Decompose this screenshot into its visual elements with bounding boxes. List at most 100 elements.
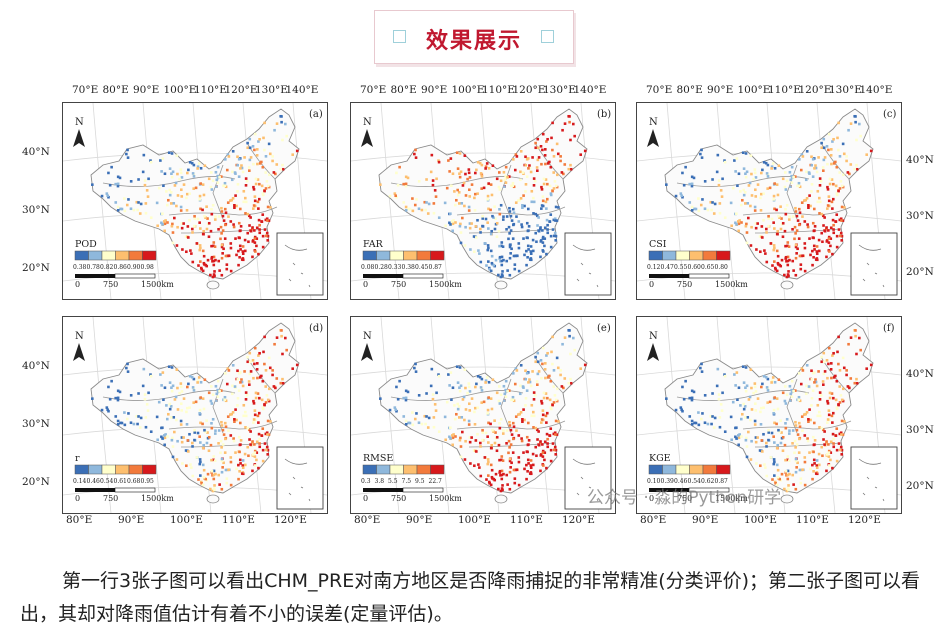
station-point xyxy=(251,226,254,229)
station-point xyxy=(813,167,816,170)
station-point xyxy=(204,263,208,267)
station-point xyxy=(788,170,792,174)
station-point xyxy=(508,245,512,249)
station-point xyxy=(478,375,482,379)
station-point xyxy=(806,439,810,443)
station-point xyxy=(166,435,169,438)
station-point xyxy=(106,408,109,412)
station-point xyxy=(514,468,517,472)
region-boundary xyxy=(168,206,278,216)
station-point xyxy=(468,195,472,198)
station-point xyxy=(749,244,753,247)
station-point xyxy=(827,413,831,417)
station-point xyxy=(236,404,239,407)
station-point xyxy=(744,175,748,179)
station-point xyxy=(456,167,460,170)
legend-label: 0.46 xyxy=(87,478,101,485)
station-point xyxy=(838,448,842,452)
station-point xyxy=(507,175,511,178)
station-point xyxy=(229,199,232,202)
station-point xyxy=(255,237,259,240)
station-point xyxy=(498,208,501,211)
station-point xyxy=(417,421,421,425)
station-point xyxy=(495,177,499,181)
station-point xyxy=(869,363,873,367)
station-point xyxy=(423,200,427,204)
station-point xyxy=(826,207,829,210)
station-point xyxy=(198,198,201,201)
station-point xyxy=(785,179,789,183)
station-point xyxy=(682,397,686,401)
scale-label: 750 xyxy=(391,494,406,503)
station-point xyxy=(512,399,516,403)
station-point xyxy=(742,402,745,406)
station-point xyxy=(490,254,494,258)
station-point xyxy=(449,223,452,226)
station-point xyxy=(165,417,169,421)
station-point xyxy=(703,421,707,425)
station-point xyxy=(468,402,471,406)
station-point xyxy=(508,243,512,247)
station-point xyxy=(563,377,567,380)
station-point xyxy=(248,360,252,364)
lon-tick: 100°E xyxy=(458,514,491,526)
legend-label: 0.68 xyxy=(127,478,141,485)
station-point xyxy=(829,226,833,230)
station-point xyxy=(838,401,842,404)
station-point xyxy=(171,222,174,226)
station-point xyxy=(503,392,507,396)
lat-tick: 20°N xyxy=(906,266,934,278)
station-point xyxy=(548,434,552,437)
station-point xyxy=(739,203,743,207)
station-point xyxy=(445,186,449,190)
station-point xyxy=(254,250,257,253)
station-point xyxy=(831,207,834,210)
station-point xyxy=(219,389,223,392)
station-point xyxy=(772,248,776,252)
station-point xyxy=(423,414,427,418)
station-point xyxy=(690,184,694,188)
station-point xyxy=(179,419,183,423)
station-point xyxy=(212,458,215,462)
station-point xyxy=(497,185,501,189)
station-point xyxy=(480,389,484,392)
station-point xyxy=(252,399,255,403)
station-point xyxy=(854,329,857,332)
station-point xyxy=(260,374,263,378)
map-panel-b: N (b) FAR 0.08 0.28 0.33 0.38 0.45 0.87 0 750 1500k… xyxy=(350,102,616,300)
scale-label: 750 xyxy=(103,280,118,289)
station-point xyxy=(758,235,762,238)
station-point xyxy=(534,426,538,430)
station-point xyxy=(543,148,547,151)
station-point xyxy=(508,487,512,491)
station-point xyxy=(525,435,529,439)
station-point xyxy=(815,245,819,248)
station-point xyxy=(170,175,174,179)
station-point xyxy=(229,483,233,487)
station-point xyxy=(795,229,799,232)
station-point xyxy=(744,386,747,390)
station-point xyxy=(525,175,529,178)
station-point xyxy=(780,472,784,476)
station-point xyxy=(193,214,196,218)
station-point xyxy=(240,164,243,167)
station-point xyxy=(494,472,498,476)
station-point xyxy=(275,336,279,339)
station-point xyxy=(820,141,823,145)
station-point xyxy=(697,411,700,414)
station-point xyxy=(520,439,524,443)
station-point xyxy=(459,384,463,388)
station-point xyxy=(223,207,227,211)
station-point xyxy=(803,434,807,437)
station-point xyxy=(809,253,812,257)
north-arrow-icon xyxy=(647,129,659,147)
station-point xyxy=(379,397,382,400)
station-point xyxy=(450,398,453,402)
station-point xyxy=(218,269,221,272)
station-point xyxy=(211,417,215,421)
station-point xyxy=(463,368,467,371)
lon-tick: 120°E xyxy=(512,84,546,96)
station-point xyxy=(437,374,441,378)
station-point xyxy=(529,464,533,467)
station-point xyxy=(489,232,493,236)
